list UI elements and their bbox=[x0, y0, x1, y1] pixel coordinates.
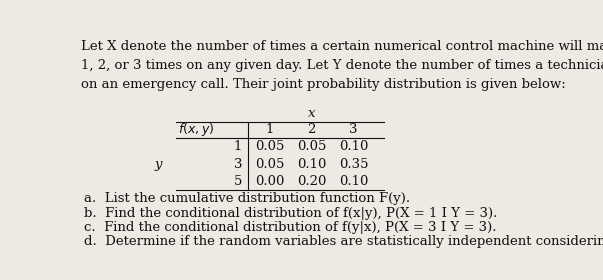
Text: 0.00: 0.00 bbox=[254, 175, 284, 188]
Text: $f(x, y)$: $f(x, y)$ bbox=[178, 121, 215, 138]
Text: 3: 3 bbox=[349, 123, 358, 136]
Text: 1, 2, or 3 times on any given day. Let Y denote the number of times a technician: 1, 2, or 3 times on any given day. Let Y… bbox=[81, 59, 603, 72]
Text: b.  Find the conditional distribution of f(x|y), P(X = 1 I Y = 3).: b. Find the conditional distribution of … bbox=[84, 207, 497, 220]
Text: 0.35: 0.35 bbox=[339, 158, 368, 171]
Text: 0.05: 0.05 bbox=[297, 140, 326, 153]
Text: a.  List the cumulative distribution function F(y).: a. List the cumulative distribution func… bbox=[84, 192, 410, 205]
Text: 1: 1 bbox=[265, 123, 274, 136]
Text: 0.10: 0.10 bbox=[339, 175, 368, 188]
Text: 0.10: 0.10 bbox=[339, 140, 368, 153]
Text: 0.20: 0.20 bbox=[297, 175, 326, 188]
Text: 0.05: 0.05 bbox=[254, 140, 284, 153]
Text: c.  Find the conditional distribution of f(y|x), P(X = 3 I Y = 3).: c. Find the conditional distribution of … bbox=[84, 221, 496, 234]
Text: y: y bbox=[154, 158, 162, 171]
Text: 0.10: 0.10 bbox=[297, 158, 326, 171]
Text: on an emergency call. Their joint probability distribution is given below:: on an emergency call. Their joint probab… bbox=[81, 78, 566, 91]
Text: 1: 1 bbox=[234, 140, 242, 153]
Text: 5: 5 bbox=[234, 175, 242, 188]
Text: 0.05: 0.05 bbox=[254, 158, 284, 171]
Text: 3: 3 bbox=[234, 158, 242, 171]
Text: x: x bbox=[308, 107, 315, 120]
Text: 2: 2 bbox=[307, 123, 315, 136]
Text: Let X denote the number of times a certain numerical control machine will malfun: Let X denote the number of times a certa… bbox=[81, 40, 603, 53]
Text: d.  Determine if the random variables are statistically independent considering : d. Determine if the random variables are… bbox=[84, 235, 603, 248]
